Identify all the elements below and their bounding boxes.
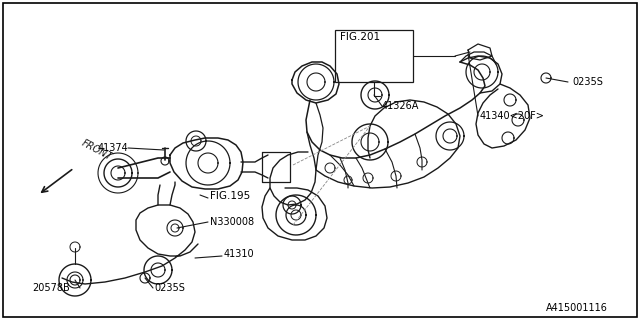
Text: 20578B: 20578B	[32, 283, 70, 293]
Text: 41310: 41310	[224, 249, 255, 259]
Text: 41340<20F>: 41340<20F>	[480, 111, 545, 121]
Bar	[335, 30, 413, 82]
Text: 0235S: 0235S	[154, 283, 185, 293]
Text: FIG.201: FIG.201	[340, 32, 380, 42]
Text: A415001116: A415001116	[546, 303, 608, 313]
Text: FRONT: FRONT	[80, 138, 114, 162]
Text: 0235S: 0235S	[572, 77, 603, 87]
Text: N330008: N330008	[210, 217, 254, 227]
Text: FIG.195: FIG.195	[210, 191, 250, 201]
Text: 41326A: 41326A	[382, 101, 419, 111]
Text: 41374: 41374	[97, 143, 128, 153]
